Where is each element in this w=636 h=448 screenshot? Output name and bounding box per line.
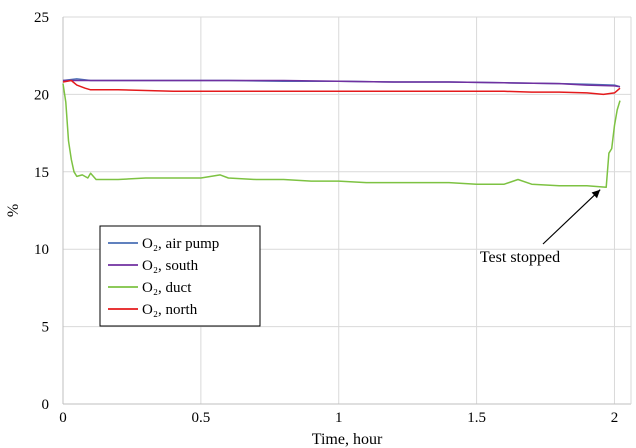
annotation-label: Test stopped (480, 249, 560, 266)
legend-label: O₂, south (142, 258, 199, 274)
y-axis-title: % (5, 204, 22, 217)
legend: O₂, air pump O₂, south O₂, duct O₂, north (99, 225, 261, 327)
x-axis-ticks: 0 0.5 1 1.5 2 (59, 410, 618, 426)
x-tick-label: 1.5 (467, 410, 486, 426)
legend-label: O₂, air pump (142, 236, 219, 252)
y-axis-ticks: 0 5 10 15 20 25 (34, 10, 49, 413)
legend-label: O₂, north (142, 302, 198, 318)
series-lines (62, 78, 621, 189)
annotation: Test stopped (480, 189, 601, 266)
y-tick-label: 5 (42, 320, 50, 336)
x-axis-title: Time, hour (312, 431, 383, 448)
annotation-arrow (542, 189, 601, 245)
x-tick-label: 0 (59, 410, 67, 426)
y-tick-label: 0 (42, 397, 50, 413)
y-tick-label: 15 (34, 165, 49, 181)
series-line-2 (63, 79, 621, 88)
legend-label: O₂, duct (142, 280, 192, 296)
x-tick-label: 2 (611, 410, 619, 426)
x-tick-label: 0.5 (191, 410, 210, 426)
x-tick-label: 1 (335, 410, 343, 426)
y-tick-label: 10 (34, 242, 49, 258)
y-tick-label: 25 (34, 10, 49, 26)
y-tick-label: 20 (34, 87, 49, 103)
series-line-4 (62, 79, 621, 96)
annotation-arrowhead (591, 189, 601, 199)
series-line-3 (62, 83, 621, 189)
